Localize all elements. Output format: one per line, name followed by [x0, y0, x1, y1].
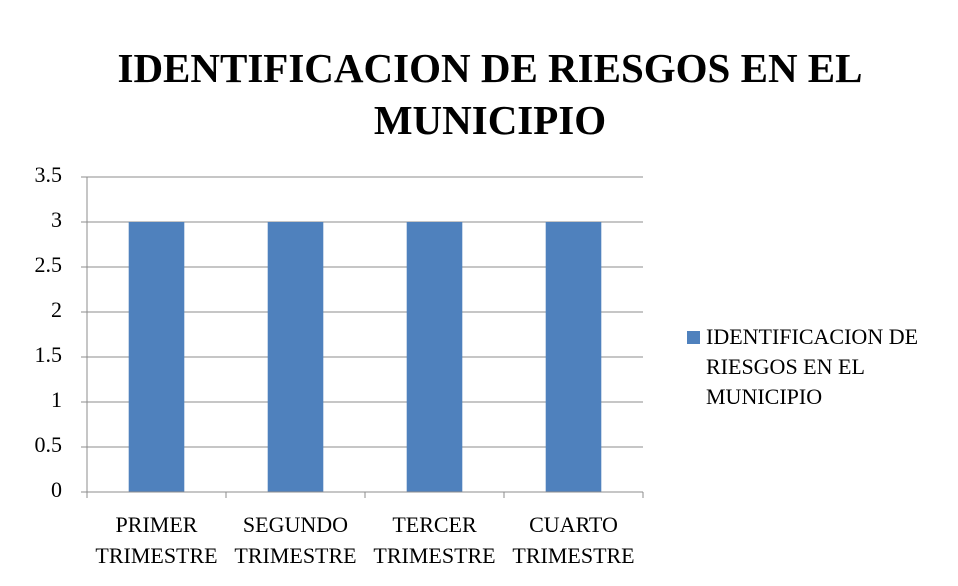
chart-title: IDENTIFICACION DE RIESGOS EN EL MUNICIPI…	[117, 45, 863, 143]
x-tick-label: PRIMER TRIMESTRE	[95, 512, 218, 568]
y-tick-label: 3.5	[35, 162, 63, 187]
bar	[545, 222, 602, 492]
y-tick-label: 2.5	[35, 252, 63, 277]
y-tick-label: 3	[51, 207, 62, 232]
bar	[267, 222, 324, 492]
x-tick-label: CUARTO TRIMESTRE	[512, 512, 635, 568]
bar	[406, 222, 463, 492]
x-tick-label: SEGUNDO TRIMESTRE	[234, 512, 357, 568]
y-tick-label: 2	[51, 297, 62, 322]
legend-swatch	[687, 331, 700, 344]
x-tick-label: TERCER TRIMESTRE	[373, 512, 496, 568]
legend-label: IDENTIFICACION DE RIESGOS EN EL MUNICIPI…	[706, 324, 919, 409]
y-tick-label: 1	[51, 387, 62, 412]
bar	[128, 222, 185, 492]
y-tick-label: 1.5	[35, 342, 63, 367]
legend: IDENTIFICACION DE RIESGOS EN EL MUNICIPI…	[687, 322, 951, 412]
y-tick-label: 0	[51, 477, 62, 502]
y-tick-label: 0.5	[35, 432, 63, 457]
